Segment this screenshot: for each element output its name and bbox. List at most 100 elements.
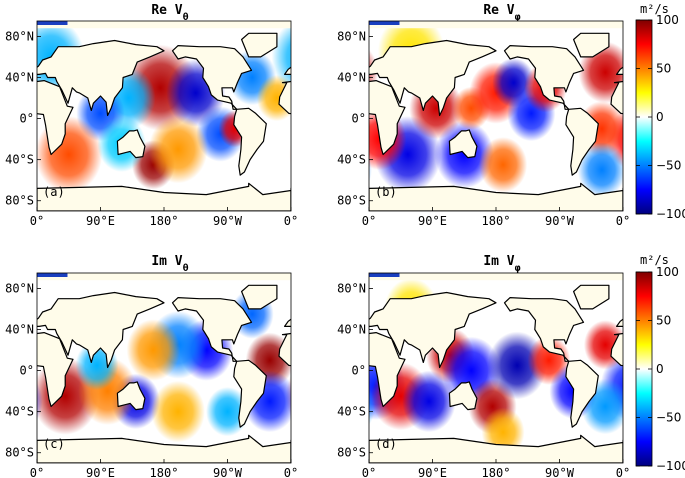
colorbar-top-tick-label: −100: [656, 207, 685, 221]
panel-d-land-6: [369, 434, 623, 463]
panel-a-xtick-label: 0°: [284, 214, 298, 228]
panel-c-ytick-label: 0°: [20, 364, 34, 378]
panel-c-anomaly-5: [126, 319, 181, 381]
panel-b-ytick-label: 40°N: [337, 70, 366, 84]
panel-c-ticks: 0° 90°E 180° 90°W 0° 80°N 40°N 0° 40°S 80°S: [5, 281, 298, 478]
panel-c-xtick-label: 0°: [30, 466, 44, 478]
panel-b-anomaly-12: [478, 137, 528, 193]
panel-c-map: [36, 272, 292, 464]
panel-b-ytick-label: 40°S: [337, 153, 366, 167]
colorbar-bottom-tick-label: 100: [656, 265, 679, 279]
panel-d-land-0: [610, 332, 623, 367]
panel-d-land-1: [369, 291, 497, 369]
panel-a-label: (a): [43, 185, 65, 199]
panel-d-anomaly-3: [680, 327, 685, 382]
panel-b-land-5: [448, 129, 478, 159]
panel-a-anomaly-12: [148, 115, 208, 184]
panel-b-xtick-label: 90°W: [545, 214, 575, 228]
panel-d-anomaly-10: [369, 387, 376, 426]
colorbar-top-tick-label: −50: [656, 159, 681, 173]
panel-d-ytick-label: 40°N: [337, 322, 366, 336]
colorbar-top-tick-label: 50: [656, 62, 671, 76]
panel-d-land-3: [573, 284, 610, 310]
panel-a-land-2: [171, 45, 253, 110]
colorbar-top: m²/s 100 50 0 −50 −100: [635, 2, 685, 221]
panel-d-xtick-label: 180°: [482, 466, 511, 478]
panel-c-ytick-label: 40°N: [5, 322, 34, 336]
panel-c-arctic-strip: [37, 273, 68, 277]
colorbar-bottom-tick-label: −50: [656, 411, 681, 425]
panel-a-land-0: [278, 80, 291, 115]
panel-b-land-0: [610, 80, 623, 115]
panel-a-anomaly-4: [37, 116, 103, 194]
panel-c-ytick-label: 40°S: [5, 405, 34, 419]
panel-a-title: Re Vθ: [151, 3, 188, 23]
panel-d-land-1: [616, 318, 623, 327]
panel-b-land-2: [503, 45, 585, 110]
panel-a-land-3: [241, 32, 278, 58]
panel-a-arctic-strip: [37, 21, 68, 25]
panel-b-map: [368, 20, 685, 212]
panel-c-land-1: [284, 318, 291, 327]
panel-b-xtick-label: 90°E: [418, 214, 447, 228]
panel-b-anomaly-10: [369, 115, 372, 143]
panel-a-ytick-label: 80°N: [5, 29, 34, 43]
panel-b-arctic: [369, 21, 623, 29]
panel-d-land-5: [448, 381, 478, 411]
panel-a-land-0: [37, 80, 74, 156]
panel-d-arctic: [369, 273, 623, 281]
panel-b-land-4: [565, 107, 599, 176]
colorbar-bottom-tick-label: −100: [656, 459, 685, 473]
panel-d-anomaly-2: [402, 370, 456, 433]
panel-b-anomaly-2: [663, 77, 685, 139]
panel-b-land-3: [573, 32, 610, 58]
panel-a-land-6: [37, 182, 291, 211]
panel-c-land-0: [37, 332, 74, 408]
panel-c-xtick-label: 0°: [284, 466, 298, 478]
panel-a: Re Vθ 0° 90°E 180° 90°W 0° 80°N 40°N 0° 40°S 80°S…: [5, 3, 298, 228]
colorbar-top-tick-label: 100: [656, 13, 679, 27]
panel-d-xtick-label: 0°: [616, 466, 630, 478]
panel-c-title: Im Vθ: [151, 254, 188, 274]
panel-b-anomaly-11: [369, 156, 372, 184]
panel-d-xtick-label: 90°W: [545, 466, 575, 478]
panel-b-xtick-label: 0°: [362, 214, 376, 228]
panel-b-ytick-label: 80°N: [337, 29, 366, 43]
panel-c-land-2: [171, 297, 253, 362]
panel-b-title: Re Vφ: [483, 3, 520, 23]
panel-a-xtick-label: 180°: [150, 214, 179, 228]
panel-a-land-1: [284, 66, 291, 75]
panel-d-xtick-label: 90°E: [418, 466, 447, 478]
panel-a-map: [36, 20, 292, 212]
panel-c-anomaly-9: [206, 387, 249, 437]
panel-c-anomaly-1: [37, 346, 40, 374]
panel-d-ytick-label: 80°N: [337, 281, 366, 295]
colorbar-top-tick-label: 0: [656, 110, 664, 124]
panel-d-ytick-label: 0°: [352, 364, 366, 378]
panel-c-land-3: [241, 284, 278, 310]
colorbar-bottom-ticks: 100 50 0 −50 −100: [636, 265, 685, 473]
panel-b-arctic-strip: [369, 21, 400, 25]
panel-a-anomaly-11: [271, 22, 291, 92]
panel-b-land-1: [369, 39, 497, 117]
panel-c-land-0: [278, 332, 291, 367]
panel-d-ytick-label: 80°S: [337, 446, 366, 460]
panel-d-land-0: [369, 332, 406, 408]
panel-c-anomaly-11: [151, 380, 205, 443]
panel-d-ytick-label: 40°S: [337, 405, 366, 419]
panel-c-land-6: [37, 434, 291, 463]
panel-a-xtick-label: 90°E: [86, 214, 115, 228]
panel-d-xtick-label: 0°: [362, 466, 376, 478]
panel-a-ticks: 0° 90°E 180° 90°W 0° 80°N 40°N 0° 40°S 80°S: [5, 29, 298, 228]
colorbar-top-ticks: 100 50 0 −50 −100: [636, 13, 685, 221]
colorbar-top-unit: m²/s: [640, 2, 669, 16]
panel-a-ytick-label: 40°S: [5, 153, 34, 167]
panel-d-land-2: [503, 297, 585, 362]
panel-c-land-1: [37, 291, 165, 369]
panel-c-label: (c): [43, 437, 65, 451]
colorbar-bottom-tick-label: 0: [656, 362, 664, 376]
panel-c-arctic: [37, 273, 291, 281]
panel-a-ytick-label: 0°: [20, 112, 34, 126]
panel-d-map: [368, 272, 685, 464]
